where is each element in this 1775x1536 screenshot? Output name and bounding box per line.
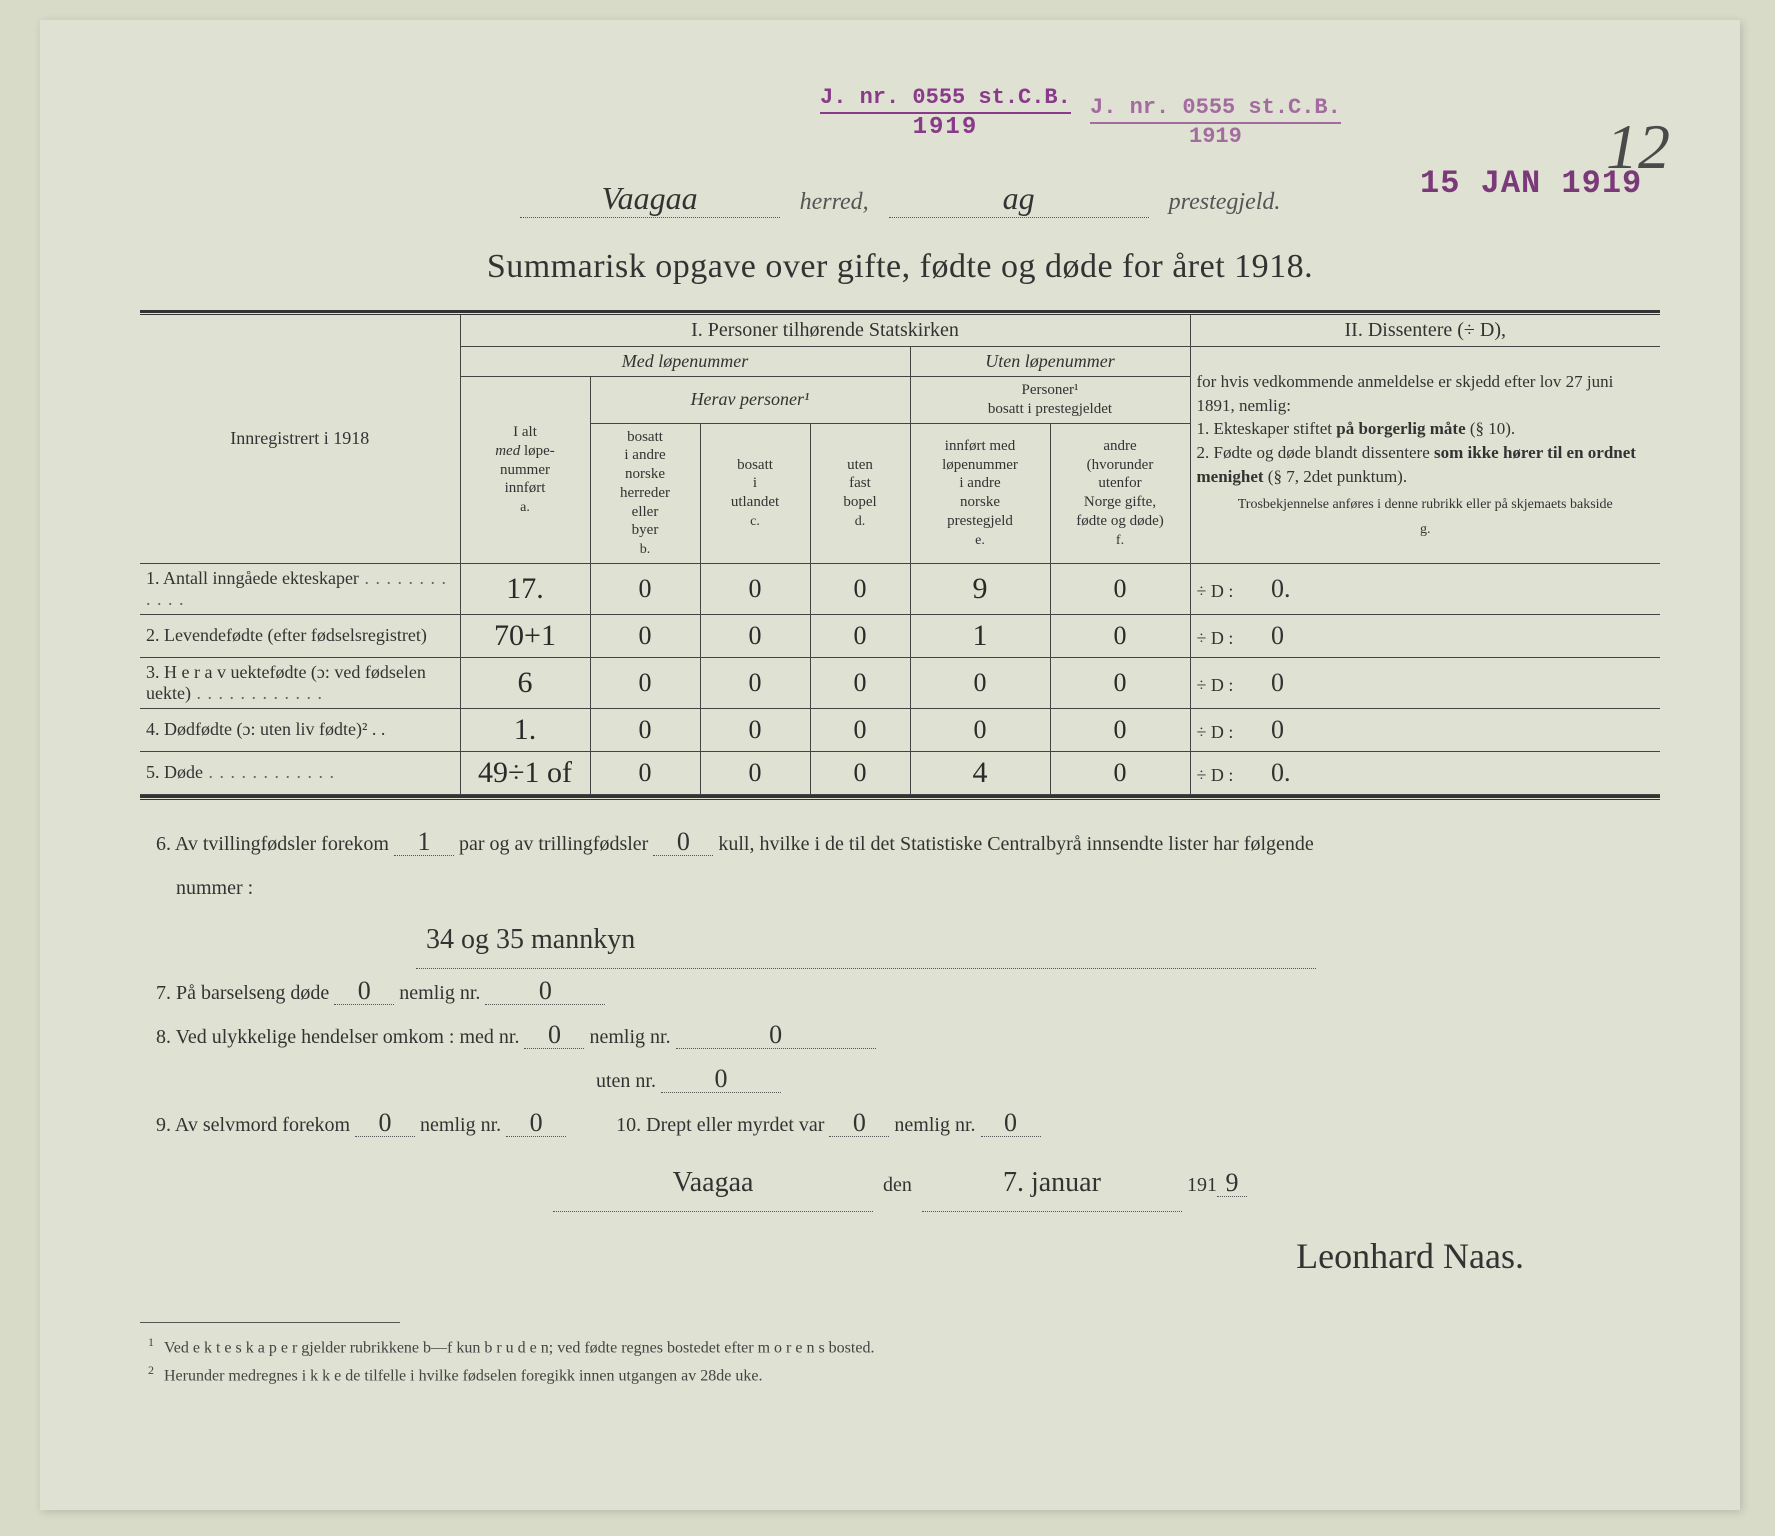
stamp-2: J. nr. 0555 st.C.B. 1919 [1090, 95, 1341, 149]
cell-f: 0 [1050, 614, 1190, 657]
section-1-header: I. Personer tilhørende Statskirken [460, 315, 1190, 347]
page-number: 12 [1606, 110, 1670, 184]
cell-e: 0 [910, 708, 1050, 751]
prestegjeld-value: ag [889, 180, 1149, 218]
section-2-header: II. Dissentere (÷ D), [1190, 315, 1660, 347]
footnote-1: 1Ved e k t e s k a p e r gjelder rubrikk… [148, 1333, 1660, 1361]
place-date-line: Vaagaa den 7. januar 1919 [156, 1155, 1644, 1212]
stamp-2-top: J. nr. 0555 st.C.B. [1090, 95, 1341, 124]
personer-bosatt: Personer¹bosatt i prestegjeldet [910, 377, 1190, 424]
cell-b: 0 [590, 563, 700, 614]
row-label: 4. Dødfødte (ɔ: uten liv fødte)² . . [140, 708, 460, 751]
table-row: 2. Levendefødte (efter fødselsregistret)… [140, 614, 1660, 657]
signature: Leonhard Naas. [156, 1220, 1644, 1292]
cell-g: ÷ D : 0. [1190, 563, 1660, 614]
cell-a: 6 [460, 657, 590, 708]
cell-c: 0 [700, 751, 810, 794]
section-2-body: for hvis vedkommende anmeldelse er skjed… [1190, 347, 1660, 564]
row-label: 2. Levendefødte (efter fødselsregistret) [140, 614, 460, 657]
cell-d: 0 [810, 614, 910, 657]
col-d-head: utenfastbopeld. [810, 423, 910, 563]
herred-label: herred, [800, 189, 869, 216]
footnote-2: 2Herunder medregnes i k k e de tilfelle … [148, 1361, 1660, 1389]
cell-d: 0 [810, 657, 910, 708]
cell-e: 0 [910, 657, 1050, 708]
table-body: 1. Antall inngåede ekteskaper 17. 0 0 0 … [140, 563, 1660, 794]
mid-rule [140, 795, 1660, 800]
document-title: Summarisk opgave over gifte, fødte og dø… [140, 248, 1660, 286]
col-c-head: bosattiutlandetc. [700, 423, 810, 563]
cell-f: 0 [1050, 708, 1190, 751]
footnote-rule [140, 1322, 400, 1323]
col-f-head: andre(hvorunderutenforNorge gifte,fødte … [1050, 423, 1190, 563]
sec2-item1: 1. Ekteskaper stiftet på borgerlig måte … [1197, 419, 1516, 438]
cell-d: 0 [810, 563, 910, 614]
line-6-hand: 34 og 35 mannkyn [156, 912, 1644, 969]
line-9-10: 9. Av selvmord forekom 0 nemlig nr. 0 10… [156, 1105, 1644, 1145]
cell-b: 0 [590, 614, 700, 657]
footnotes: 1Ved e k t e s k a p e r gjelder rubrikk… [140, 1333, 1660, 1389]
cell-b: 0 [590, 657, 700, 708]
col-b-head: bosatti andrenorskeherrederellerbyerb. [590, 423, 700, 563]
line-7: 7. På barselseng døde 0 nemlig nr. 0 [156, 973, 1644, 1013]
main-table: Innregistrert i 1918 I. Personer tilhøre… [140, 315, 1660, 795]
cell-b: 0 [590, 751, 700, 794]
row-label: 3. H e r a v uektefødte (ɔ: ved fødselen… [140, 657, 460, 708]
stamp-1: J. nr. 0555 st.C.B. 1919 [820, 85, 1071, 141]
cell-e: 1 [910, 614, 1050, 657]
row-label: 5. Døde [140, 751, 460, 794]
cell-f: 0 [1050, 657, 1190, 708]
line-8: 8. Ved ulykkelige hendelser omkom : med … [156, 1017, 1644, 1057]
cell-e: 4 [910, 751, 1050, 794]
cell-e: 9 [910, 563, 1050, 614]
cell-g: ÷ D : 0. [1190, 751, 1660, 794]
stamp-2-year: 1919 [1090, 124, 1341, 149]
table-row: 1. Antall inngåede ekteskaper 17. 0 0 0 … [140, 563, 1660, 614]
table-row: 3. H e r a v uektefødte (ɔ: ved fødselen… [140, 657, 1660, 708]
stamp-1-top: J. nr. 0555 st.C.B. [820, 85, 1071, 114]
row-label: 1. Antall inngåede ekteskaper [140, 563, 460, 614]
col-letter-g: g. [1197, 520, 1655, 540]
sec2-item2: 2. Fødte og døde blandt dissentere som i… [1197, 443, 1636, 486]
cell-c: 0 [700, 563, 810, 614]
cell-a: 1. [460, 708, 590, 751]
table-row: 4. Dødfødte (ɔ: uten liv fødte)² . . 1. … [140, 708, 1660, 751]
sec2-note: Trosbekjennelse anføres i denne rubrikk … [1197, 495, 1655, 515]
col-e-head: innført medløpenummeri andrenorskepreste… [910, 423, 1050, 563]
cell-a: 70+1 [460, 614, 590, 657]
col-letter-a: a. [520, 500, 530, 515]
cell-c: 0 [700, 708, 810, 751]
sec2-text: for hvis vedkommende anmeldelse er skjed… [1197, 372, 1614, 415]
cell-d: 0 [810, 751, 910, 794]
document-page: J. nr. 0555 st.C.B. 1919 J. nr. 0555 st.… [40, 20, 1740, 1510]
cell-a: 49÷1 of [460, 751, 590, 794]
prestegjeld-label: prestegjeld. [1169, 189, 1281, 216]
stamp-1-year: 1919 [820, 114, 1071, 141]
line-6b: nummer : [156, 868, 1644, 908]
left-header: Innregistrert i 1918 [140, 315, 460, 563]
cell-f: 0 [1050, 563, 1190, 614]
line-8b: uten nr. 0 [156, 1061, 1644, 1101]
table-row: 5. Døde 49÷1 of 0 0 0 4 0 ÷ D : 0. [140, 751, 1660, 794]
cell-c: 0 [700, 657, 810, 708]
cell-g: ÷ D : 0 [1190, 708, 1660, 751]
col-a-head: I altmed løpe-nummerinnført a. [460, 377, 590, 564]
herav-personer: Herav personer¹ [590, 377, 910, 424]
uten-lopenummer: Uten løpenummer [910, 347, 1190, 377]
cell-f: 0 [1050, 751, 1190, 794]
med-lopenummer: Med løpenummer [460, 347, 910, 377]
cell-c: 0 [700, 614, 810, 657]
cell-b: 0 [590, 708, 700, 751]
cell-d: 0 [810, 708, 910, 751]
cell-a: 17. [460, 563, 590, 614]
cell-g: ÷ D : 0 [1190, 657, 1660, 708]
below-section: 6. Av tvillingfødsler forekom 1 par og a… [140, 824, 1660, 1292]
cell-g: ÷ D : 0 [1190, 614, 1660, 657]
line-6: 6. Av tvillingfødsler forekom 1 par og a… [156, 824, 1644, 864]
herred-value: Vaagaa [520, 180, 780, 218]
